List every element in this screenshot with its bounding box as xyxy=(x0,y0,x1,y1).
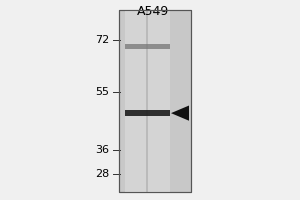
Bar xyxy=(124,110,170,116)
Text: 72: 72 xyxy=(95,35,110,45)
Text: 36: 36 xyxy=(95,145,110,155)
Text: A549: A549 xyxy=(137,5,169,18)
Bar xyxy=(118,10,190,192)
Text: 55: 55 xyxy=(95,87,110,97)
Polygon shape xyxy=(171,106,189,121)
Text: 28: 28 xyxy=(95,169,110,179)
Bar xyxy=(118,10,190,192)
Bar xyxy=(124,44,170,49)
Bar xyxy=(124,10,170,192)
Bar xyxy=(146,10,148,192)
